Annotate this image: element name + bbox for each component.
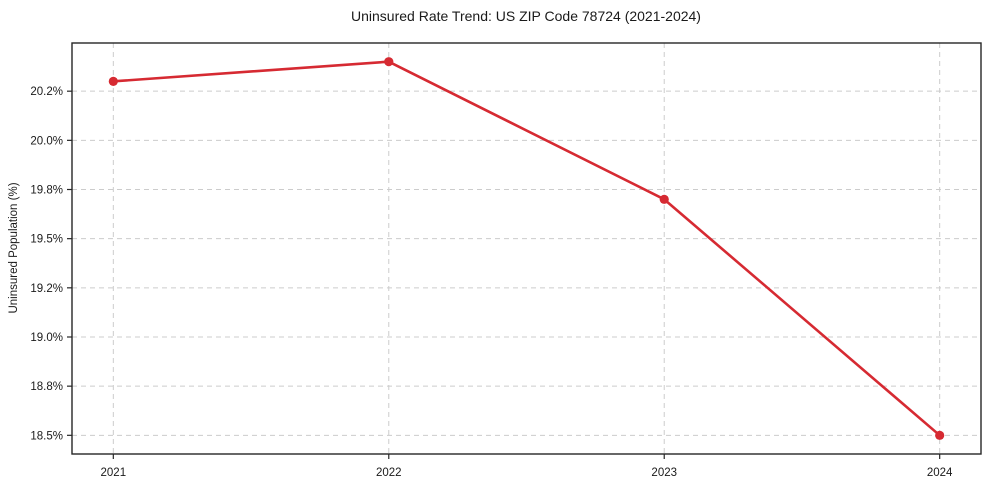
y-tick-label: 18.5% — [30, 430, 63, 442]
data-point — [935, 430, 945, 440]
tick-labels: 18.5% 18.8% 19.0% 19.2% 19.5% 19.8% 20.0% 20.2%… — [30, 86, 953, 479]
gridlines — [72, 43, 981, 454]
y-tick-label: 19.5% — [30, 234, 63, 246]
y-tick-label: 20.0% — [30, 135, 63, 147]
y-tick-label: 18.8% — [30, 381, 63, 393]
data-point — [108, 76, 118, 86]
plot-border — [71, 42, 982, 455]
y-tick-label: 19.8% — [30, 185, 63, 197]
y-tick-label: 19.0% — [30, 332, 63, 344]
x-tick-label: 2022 — [376, 467, 402, 479]
x-tick-label: 2023 — [651, 467, 677, 479]
trend-line — [112, 60, 941, 437]
axis-ticks — [67, 90, 941, 459]
y-axis-label: Uninsured Population (%) — [8, 182, 20, 313]
data-point — [384, 57, 394, 67]
data-point — [659, 194, 669, 204]
y-tick-label: 20.2% — [30, 86, 63, 98]
chart-title: Uninsured Rate Trend: US ZIP Code 78724 … — [351, 8, 701, 24]
x-tick-label: 2021 — [101, 467, 127, 479]
data-series — [108, 57, 945, 440]
x-tick-label: 2024 — [927, 467, 953, 479]
y-tick-label: 19.2% — [30, 283, 63, 295]
